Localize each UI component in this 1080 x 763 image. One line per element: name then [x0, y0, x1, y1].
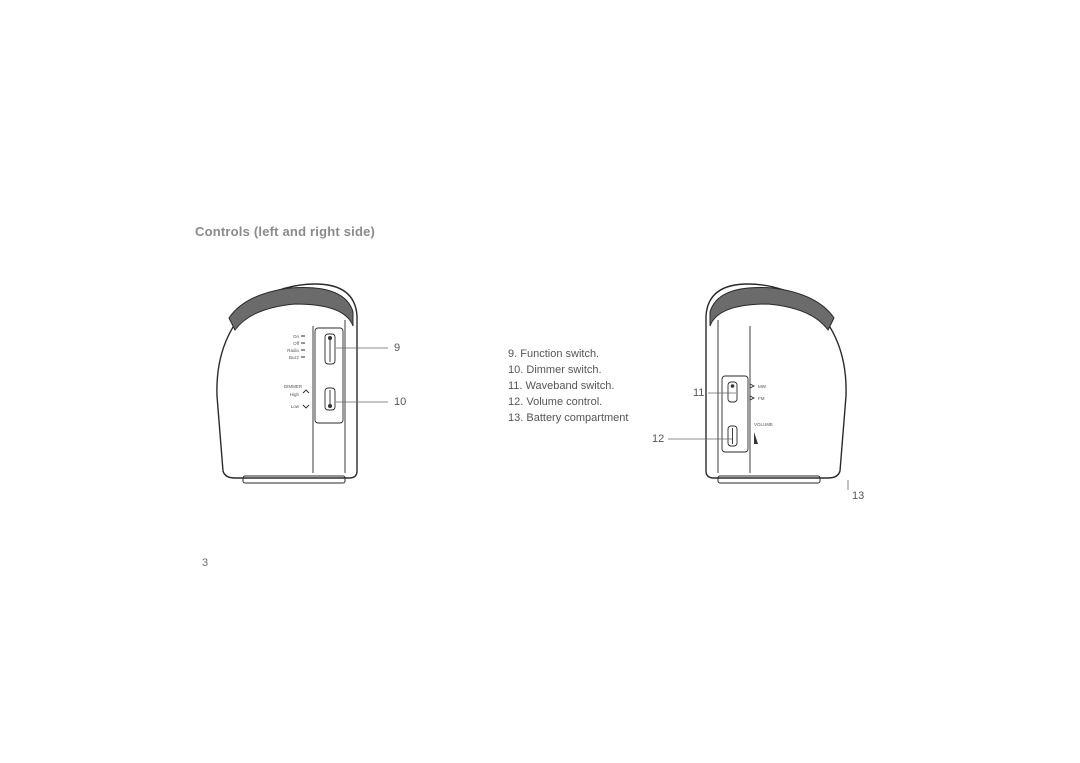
legend-item: 9. Function switch.: [508, 346, 628, 362]
legend-item: 10. Dimmer switch.: [508, 362, 628, 378]
legend-item: 13. Battery compartment: [508, 410, 628, 426]
legend-item: 11. Waveband switch.: [508, 378, 628, 394]
callout-12: 12: [652, 433, 664, 445]
callout-9: 9: [394, 342, 400, 354]
callout-13: 13: [852, 490, 864, 502]
legend-list: 9. Function switch. 10. Dimmer switch. 1…: [508, 346, 628, 426]
legend-item: 12. Volume control.: [508, 394, 628, 410]
callout-11: 11: [693, 387, 704, 399]
callout-10: 10: [394, 396, 406, 408]
